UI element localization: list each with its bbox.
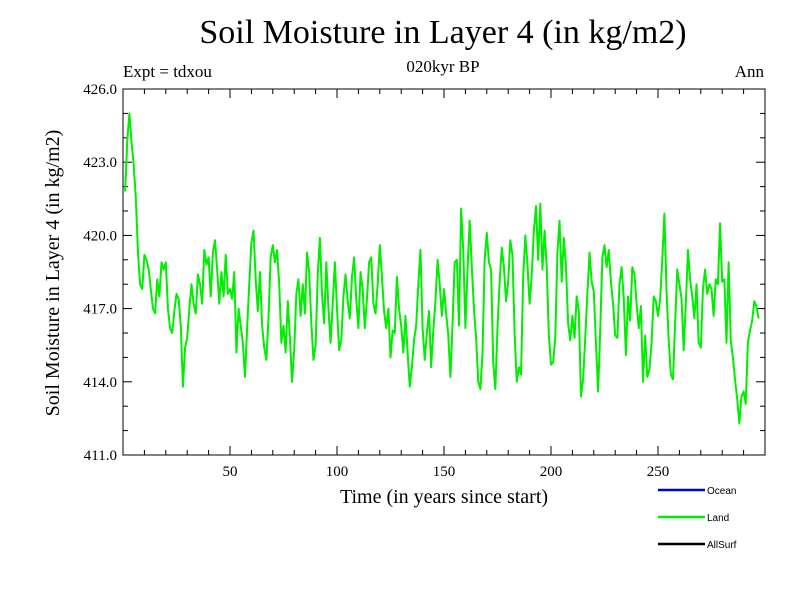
series-line-land [124,112,760,425]
y-tick-label: 411.0 [84,448,117,464]
y-tick-label: 414.0 [83,375,117,391]
y-tick-label: 417.0 [83,302,117,318]
x-tick-label: 100 [326,464,349,480]
y-tick-label: 423.0 [83,155,117,171]
x-tick-label: 250 [647,464,670,480]
series-layer [124,112,760,425]
x-tick-label: 150 [433,464,456,480]
x-tick-label: 50 [223,464,238,480]
y-axis: 411.0 414.0 417.0 420.0 423.0 426.0 [83,82,765,464]
y-tick-label: 426.0 [83,82,117,98]
legend: Ocean Land AllSurf [658,486,737,551]
experiment-label: Expt = tdxou [123,62,212,81]
season-label: Ann [734,62,764,81]
legend-label-allsurf: AllSurf [707,540,737,551]
legend-label-ocean: Ocean [707,486,736,497]
x-tick-label: 200 [540,464,563,480]
legend-label-land: Land [707,513,729,524]
chart-subtitle: 020kyr BP [406,57,480,76]
x-axis: 50 100 150 200 250 [143,89,745,480]
x-axis-label: Time (in years since start) [340,486,548,508]
y-axis-label: Soil Moisture in Layer 4 (in kg/m2) [42,130,64,417]
plot-frame [122,88,766,456]
chart-title: Soil Moisture in Layer 4 (in kg/m2) [199,14,687,51]
y-tick-label: 420.0 [83,228,117,244]
plot-area [122,88,766,456]
